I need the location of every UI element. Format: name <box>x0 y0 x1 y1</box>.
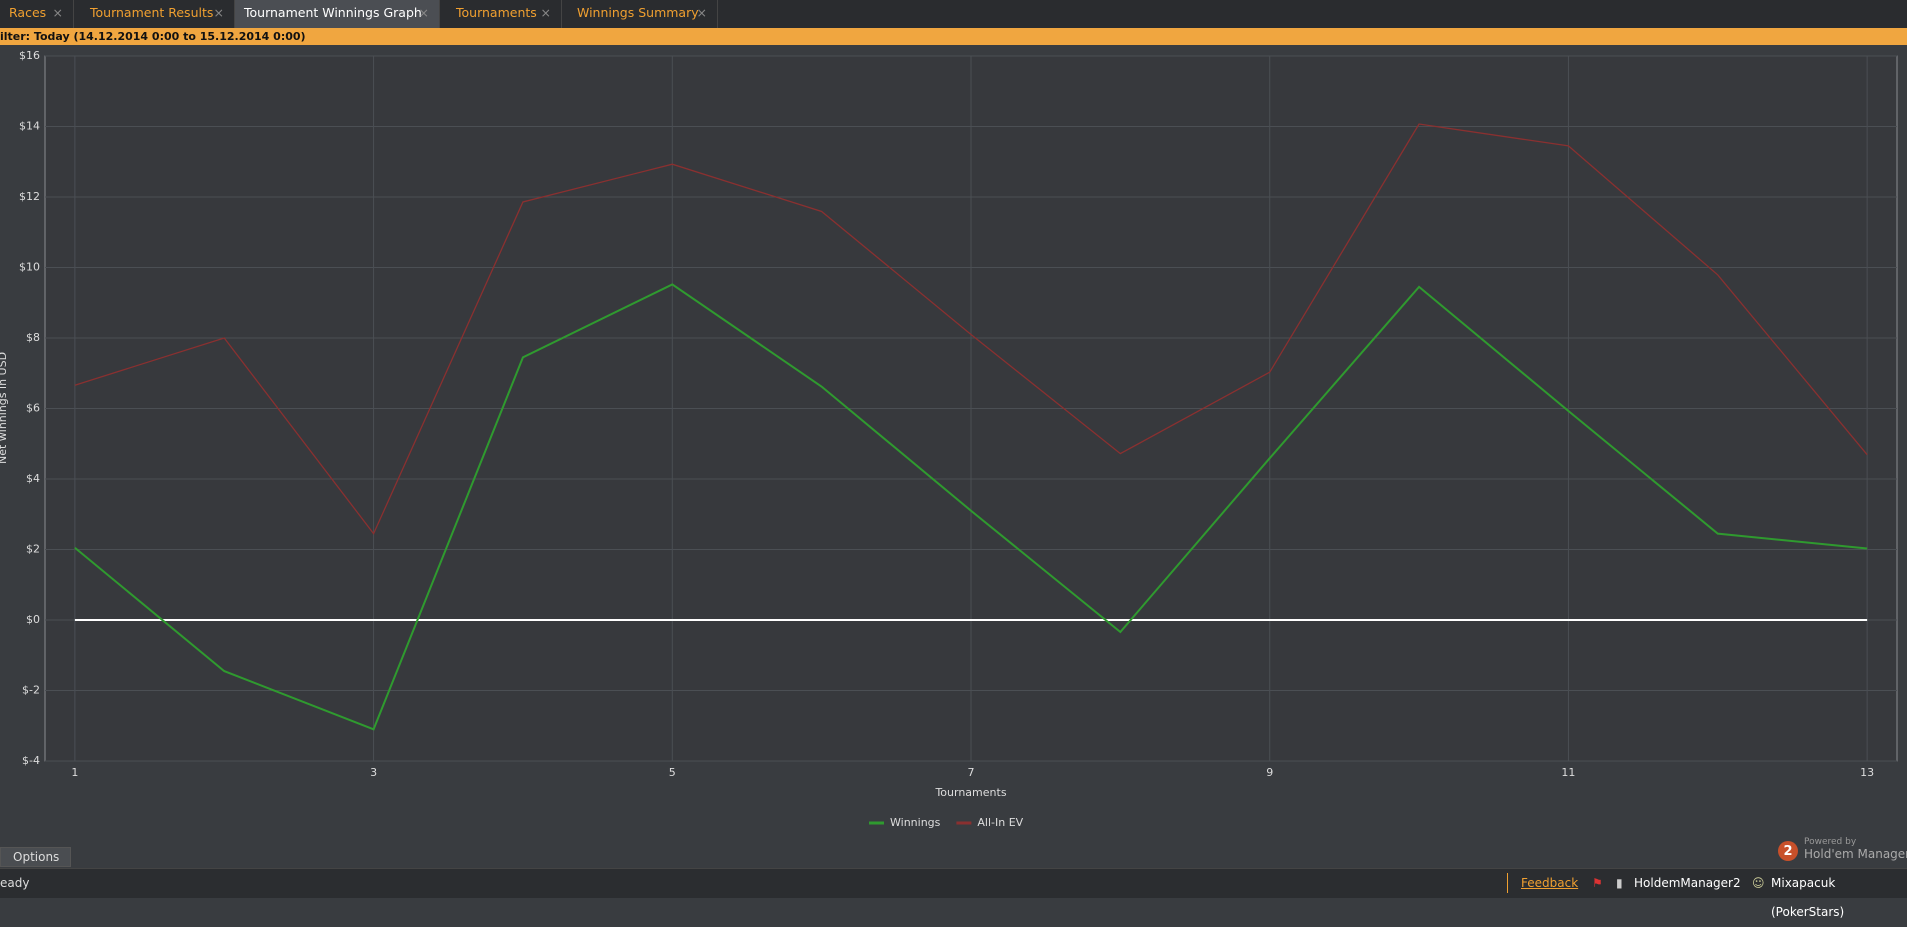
logo-number: 2 <box>1783 844 1792 859</box>
tab-label: Races <box>9 5 47 20</box>
x-tick-label: 5 <box>669 766 676 779</box>
series-line <box>74 123 1868 535</box>
tab-close[interactable]: × <box>540 5 551 20</box>
tab-label: Tournaments <box>456 5 537 20</box>
x-tick-label: 9 <box>1266 766 1273 779</box>
app-name[interactable]: HoldemManager2 <box>1634 876 1741 890</box>
y-tick-label: $10 <box>19 261 40 274</box>
tab-close[interactable]: × <box>213 5 224 20</box>
x-tick-label: 7 <box>968 766 975 779</box>
y-tick-label: $16 <box>19 49 40 62</box>
chart: Tournaments Net winnings in USD $-4 $-2 $0… <box>0 49 1898 829</box>
y-tick-label: $-4 <box>22 754 40 767</box>
tab-bar: Races × Tournament Results × Tournament Wi… <box>0 0 1907 28</box>
legend-label: All-In EV <box>977 816 1023 829</box>
filter-bar[interactable]: ilter: Today (14.12.2014 0:00 to 15.12.2… <box>0 28 1907 45</box>
user-icon: ☺ <box>1752 876 1765 890</box>
x-tick-label: 13 <box>1860 766 1874 779</box>
tab-close[interactable]: × <box>696 5 707 20</box>
flag-icon: ⚑ <box>1592 876 1603 890</box>
y-tick-label: $12 <box>19 190 40 203</box>
legend-label: Winnings <box>890 816 941 829</box>
series-line <box>74 283 1868 731</box>
feedback-link[interactable]: Feedback <box>1521 876 1579 890</box>
user-name[interactable]: Mixapacuk (PokerStars) <box>1771 876 1845 919</box>
tab[interactable]: Winnings Summary × <box>568 0 718 28</box>
x-tick-label: 3 <box>370 766 377 779</box>
tab-label: Tournament Results <box>90 5 214 20</box>
app-icon: ▮ <box>1616 876 1623 890</box>
tab[interactable]: Tournament Winnings Graph × <box>235 0 440 28</box>
y-tick-label: $-2 <box>22 684 40 697</box>
x-axis-label: Tournaments <box>934 786 1006 799</box>
tab-label: Tournament Winnings Graph <box>244 5 422 20</box>
y-tick-label: $6 <box>26 402 40 415</box>
status-bar: eady Feedback ⚑ ▮ HoldemManager2 ☺ Mixap… <box>0 868 1907 919</box>
y-tick-label: $2 <box>26 543 40 556</box>
tab-label: Winnings Summary <box>577 5 699 20</box>
y-tick-label: $0 <box>26 613 40 626</box>
options-button[interactable]: Options <box>0 847 71 867</box>
status-text: eady <box>0 876 30 890</box>
branding: 2 Powered by Hold'em Manager <box>1778 837 1907 861</box>
y-tick-label: $8 <box>26 331 40 344</box>
y-tick-label: $14 <box>19 120 40 133</box>
x-tick-label: 1 <box>71 766 78 779</box>
y-tick-label: $4 <box>26 472 40 485</box>
tab-close[interactable]: × <box>52 5 63 20</box>
product-name: Hold'em Manager <box>1804 847 1907 861</box>
tab-close[interactable]: × <box>418 5 429 20</box>
powered-by: Powered by <box>1804 837 1857 847</box>
y-axis-label: Net winnings in USD <box>0 352 9 464</box>
tab[interactable]: Tournament Results × <box>81 0 235 28</box>
tab[interactable]: Races × <box>0 0 74 28</box>
x-tick-label: 11 <box>1561 766 1575 779</box>
tab[interactable]: Tournaments × <box>447 0 562 28</box>
logo-badge <box>1778 841 1798 861</box>
